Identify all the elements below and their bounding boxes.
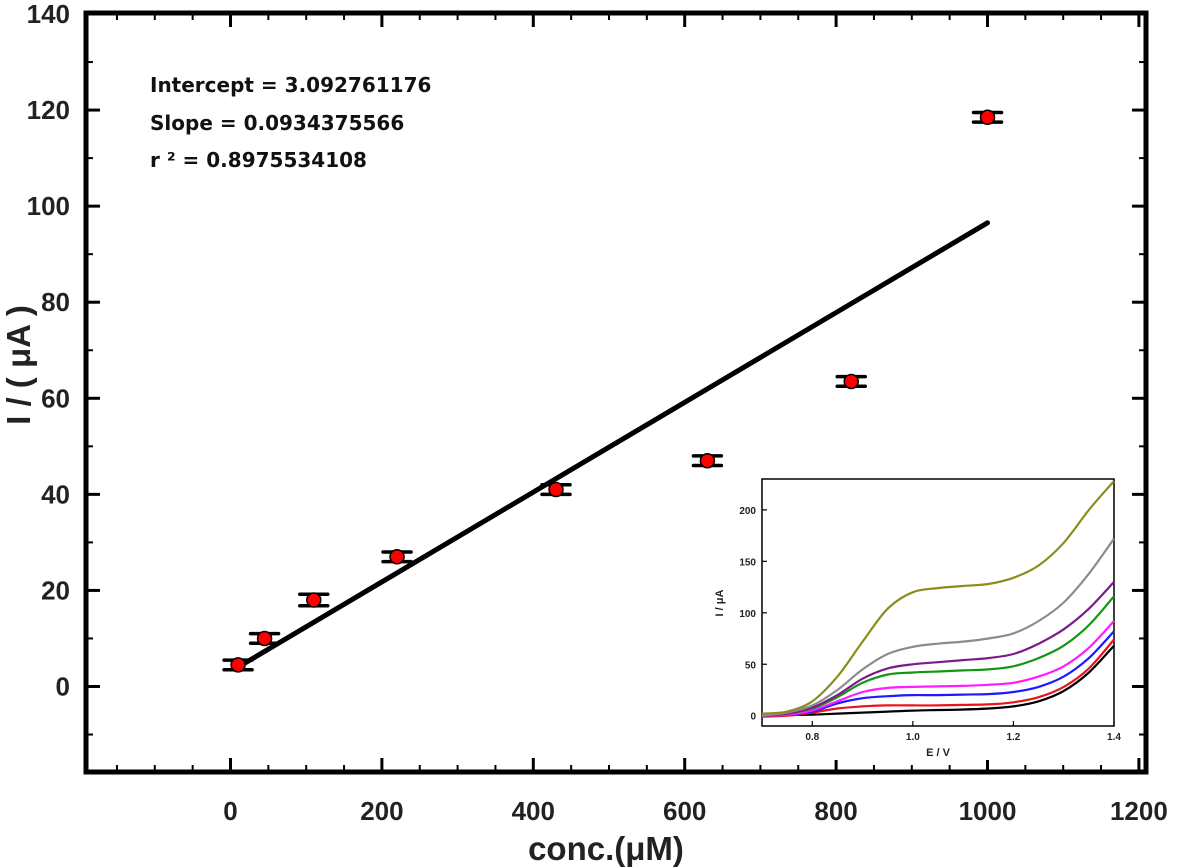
data-point	[248, 630, 281, 647]
data-point	[971, 109, 1004, 126]
data-marker	[548, 481, 564, 498]
inset-series-group	[761, 480, 1115, 718]
data-marker	[699, 452, 716, 469]
inset-x-tick-label: 1.2	[1006, 732, 1020, 743]
y-axis-title: I / ( μA )	[0, 305, 37, 425]
inset-y-tick-label: 50	[745, 660, 757, 671]
inset-y-tick-label: 200	[739, 506, 756, 517]
y-tick-label: 60	[41, 383, 70, 413]
data-point	[381, 549, 413, 565]
inset-series-line-magenta	[761, 620, 1115, 717]
inset-x-axis-title: E / V	[926, 747, 951, 759]
inset-series-line-olive	[761, 480, 1115, 715]
inset-background	[736, 478, 1114, 760]
x-axis-title: conc.(μM)	[528, 830, 684, 867]
inset-series-line-green	[761, 595, 1115, 717]
data-marker	[306, 592, 322, 608]
slope-annotation: Slope = 0.0934375566	[150, 111, 404, 135]
inset-y-axis-title: I / μA	[714, 589, 726, 616]
y-tick-label: 120	[27, 95, 70, 125]
intercept-annotation: Intercept = 3.092761176	[150, 73, 431, 97]
y-tick-label: 100	[27, 191, 70, 221]
y-tick-label: 0	[56, 672, 70, 702]
inset-series-line-gray	[761, 538, 1115, 717]
fit-line-group	[235, 220, 990, 670]
data-marker	[843, 373, 859, 390]
inset-y-tick-label: 100	[739, 609, 756, 620]
inset-series-line-red	[761, 638, 1115, 718]
data-point	[835, 373, 867, 390]
x-tick-label: 1200	[1110, 796, 1168, 826]
data-marker	[389, 549, 405, 565]
data-marker	[230, 657, 246, 673]
inset-series-line-black	[761, 644, 1115, 717]
inset-y-tick-label: 150	[739, 557, 756, 568]
x-tick-label: 200	[360, 796, 403, 826]
inset-x-tick-label: 1.4	[1107, 732, 1121, 743]
x-tick-label: 800	[814, 796, 857, 826]
data-marker	[979, 109, 996, 126]
data-point	[222, 657, 254, 673]
x-tick-label: 400	[512, 796, 555, 826]
plot-frame	[83, 10, 1149, 775]
r-squared-annotation: r ² = 0.8975534108	[150, 148, 367, 172]
inset-x-tick-label: 1.0	[906, 732, 920, 743]
x-tick-label: 0	[223, 796, 237, 826]
inset-chart: 0.8 1.0 1.2 1.4 0 50 100 150 200 E / V I / μA	[714, 478, 1121, 760]
inset-y-tick-label: 0	[750, 712, 756, 723]
x-tick-label: 600	[663, 796, 706, 826]
inset-frame	[761, 478, 1115, 727]
data-point	[540, 481, 572, 498]
inset-series-line-blue	[761, 630, 1115, 717]
inset-x-tick-label: 0.8	[805, 732, 819, 743]
x-tick-label: 1000	[959, 796, 1017, 826]
y-tick-label: 140	[27, 0, 70, 29]
data-point	[298, 592, 330, 608]
y-tick-label: 40	[41, 479, 70, 509]
linear-fit-line	[235, 220, 990, 670]
data-points-group	[222, 109, 1004, 673]
y-tick-label: 80	[41, 287, 70, 317]
inset-series-line-purple	[761, 581, 1115, 717]
data-marker	[256, 630, 273, 647]
y-tick-label: 20	[41, 575, 70, 605]
data-point	[691, 452, 724, 469]
